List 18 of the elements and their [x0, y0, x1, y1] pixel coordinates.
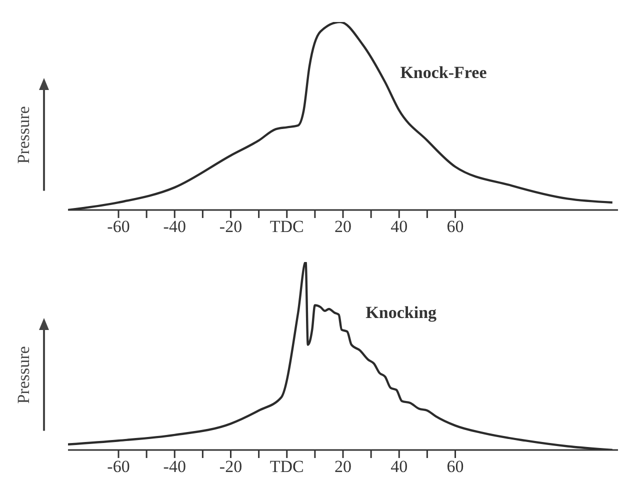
x-tick-label: TDC [270, 457, 304, 476]
x-tick-label: -20 [219, 217, 242, 236]
x-tick-label: 40 [390, 217, 408, 236]
series-label: Knocking [366, 303, 437, 324]
series-label: Knock-Free [400, 63, 487, 84]
y-axis-title: Pressure [14, 106, 34, 164]
x-tick-label: 60 [446, 217, 464, 236]
x-tick-label: TDC [270, 217, 304, 236]
x-tick-label: -20 [219, 457, 242, 476]
x-tick-label: -60 [107, 217, 130, 236]
x-tick-label: 60 [446, 457, 464, 476]
x-tick-label: 20 [334, 457, 352, 476]
x-tick-label: -40 [163, 217, 186, 236]
y-axis-title: Pressure [14, 346, 34, 404]
x-tick-label: 20 [334, 217, 352, 236]
x-tick-label: -40 [163, 457, 186, 476]
x-tick-label: 40 [390, 457, 408, 476]
x-tick-label: -60 [107, 457, 130, 476]
